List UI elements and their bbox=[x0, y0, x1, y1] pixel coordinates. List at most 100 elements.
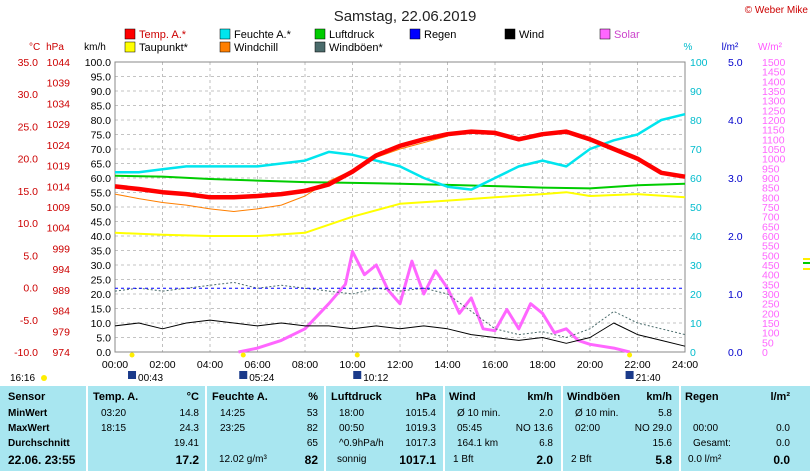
grid-lines bbox=[114, 61, 686, 353]
temp-axis-tick: 20.0 bbox=[18, 154, 39, 166]
current-label: 22.06. 23:55 bbox=[8, 453, 76, 467]
axis-unit-pressure: hPa bbox=[46, 42, 64, 53]
solar-axis-tick: 1250 bbox=[762, 105, 786, 117]
cell-hum-time: 14:25 bbox=[220, 408, 246, 419]
temp-axis-tick: 5.0 bbox=[23, 250, 38, 262]
axis-unit-humidity: % bbox=[684, 42, 693, 53]
wind-axis-tick: 40.0 bbox=[91, 231, 112, 243]
cell-rain-value: 0.0 bbox=[776, 438, 790, 449]
x-tick-label: 18:00 bbox=[529, 359, 555, 371]
row-label: MaxWert bbox=[8, 423, 50, 434]
sun-icon bbox=[41, 375, 47, 381]
current-hum-abs: 12.02 g/m³ bbox=[219, 454, 267, 465]
pressure-axis-tick: 1009 bbox=[47, 202, 71, 214]
solar-axis-tick: 500 bbox=[762, 250, 780, 262]
x-tick-label: 24:00 bbox=[672, 359, 698, 371]
legend-label-3: Regen bbox=[424, 29, 456, 41]
humidity-axis-tick: 90 bbox=[690, 86, 702, 98]
wind-axis-tick: 45.0 bbox=[91, 217, 112, 229]
solar-axis-tick: 0 bbox=[762, 347, 768, 359]
solar-axis-tick: 300 bbox=[762, 289, 780, 301]
event-time-label: 05:24 bbox=[249, 373, 274, 384]
header-hum-unit: % bbox=[308, 391, 318, 403]
current-gust: 5.8 bbox=[655, 453, 672, 467]
current-hum: 82 bbox=[304, 453, 318, 467]
moon-marker-icon bbox=[625, 371, 634, 379]
wind-axis-tick: 75.0 bbox=[91, 130, 112, 142]
edge-mark-yellow bbox=[803, 268, 810, 270]
solar-axis-tick: 1150 bbox=[762, 125, 785, 137]
legend-swatch-6 bbox=[124, 41, 136, 53]
wind-axis-tick: 80.0 bbox=[91, 115, 112, 127]
solar-axis-tick: 550 bbox=[762, 241, 780, 253]
legend-label-4: Wind bbox=[519, 29, 544, 41]
pressure-axis-tick: 984 bbox=[52, 306, 70, 318]
pressure-axis-tick: 1019 bbox=[47, 161, 71, 173]
header-wind-unit: km/h bbox=[527, 391, 553, 403]
header-press-unit: hPa bbox=[415, 391, 436, 403]
cell-press-value: 1015.4 bbox=[405, 408, 436, 419]
x-tick-label: 08:00 bbox=[292, 359, 318, 371]
humidity-axis-tick: 20 bbox=[690, 289, 702, 301]
event-time-label: 10:12 bbox=[363, 373, 388, 384]
event-time-label: 16:16 bbox=[10, 373, 35, 384]
cell-gust-time: 02:00 bbox=[575, 423, 601, 434]
solar-axis-tick: 900 bbox=[762, 173, 780, 185]
solar-axis-tick: 650 bbox=[762, 221, 780, 233]
wind-axis-tick: 100.0 bbox=[85, 57, 111, 69]
solar-axis-tick: 1350 bbox=[762, 86, 786, 98]
pressure-axis-tick: 1034 bbox=[47, 98, 71, 110]
event-time-label: 21:40 bbox=[636, 373, 661, 384]
legend-swatch-3 bbox=[409, 28, 421, 40]
solar-axis-tick: 1500 bbox=[762, 57, 786, 69]
cell-gust-time: Ø 10 min. bbox=[575, 408, 619, 419]
rain-axis-tick: 3.0 bbox=[728, 173, 743, 185]
wind-axis-tick: 90.0 bbox=[91, 86, 112, 98]
series-line-luftdruck bbox=[114, 174, 686, 190]
humidity-axis-tick: 50 bbox=[690, 202, 702, 214]
humidity-axis-tick: 0 bbox=[690, 347, 696, 359]
header-press: Luftdruck bbox=[331, 391, 382, 403]
solar-axis-tick: 750 bbox=[762, 202, 780, 214]
legend-swatch-8 bbox=[314, 41, 326, 53]
solar-axis-tick: 350 bbox=[762, 279, 780, 291]
pressure-axis-tick: 989 bbox=[52, 285, 70, 297]
wind-axis-tick: 20.0 bbox=[91, 289, 112, 301]
header-sensor: Sensor bbox=[8, 391, 46, 403]
solar-axis-tick: 950 bbox=[762, 163, 780, 175]
cell-press-time: ^0.9hPa/h bbox=[339, 438, 384, 449]
cell-temp-value: 24.3 bbox=[179, 423, 199, 434]
humidity-axis-tick: 10 bbox=[690, 318, 702, 330]
weather-chart: Samstag, 22.06.2019 © Weber Mike Temp. A.*… bbox=[10, 5, 810, 384]
pressure-axis-tick: 1029 bbox=[47, 119, 71, 131]
cell-hum-value: 82 bbox=[306, 423, 318, 434]
legend-label-1: Feuchte A.* bbox=[234, 29, 292, 41]
solar-axis-tick: 1050 bbox=[762, 144, 786, 156]
current-gust-bft: 2 Bft bbox=[571, 454, 592, 465]
x-tick-label: 12:00 bbox=[387, 359, 413, 371]
solar-axis-tick: 450 bbox=[762, 260, 780, 272]
current-rain-total: 0.0 l/m² bbox=[688, 454, 722, 465]
stats-table: Sensor Temp. A. °C Feuchte A.% Luftdruck hPa W… bbox=[0, 386, 810, 471]
header-gust-unit: km/h bbox=[646, 391, 672, 403]
event-time-label: 00:43 bbox=[138, 373, 163, 384]
cell-wind-time: Ø 10 min. bbox=[457, 408, 501, 419]
rain-axis-tick: 1.0 bbox=[728, 289, 743, 301]
wind-axis-tick: 60.0 bbox=[91, 173, 112, 185]
axis-unit-temp: °C bbox=[29, 42, 40, 53]
legend-label-5: Solar bbox=[614, 29, 640, 41]
x-tick-label: 10:00 bbox=[339, 359, 365, 371]
cell-temp-time: 03:20 bbox=[101, 408, 127, 419]
pressure-axis-tick: 1004 bbox=[47, 223, 71, 235]
plot-frame bbox=[114, 61, 686, 353]
cell-temp-value: 14.8 bbox=[179, 408, 199, 419]
axis-unit-solar: W/m² bbox=[758, 42, 783, 53]
cell-rain-time: 00:00 bbox=[693, 423, 719, 434]
legend-label-2: Luftdruck bbox=[329, 29, 375, 41]
solar-axis-tick: 800 bbox=[762, 192, 780, 204]
solar-axis-tick: 1300 bbox=[762, 96, 786, 108]
moon-marker-icon bbox=[239, 371, 248, 379]
temp-axis-tick: -5.0 bbox=[20, 315, 38, 327]
cell-rain-time: Gesamt: bbox=[693, 438, 731, 449]
legend-swatch-1 bbox=[219, 28, 231, 40]
